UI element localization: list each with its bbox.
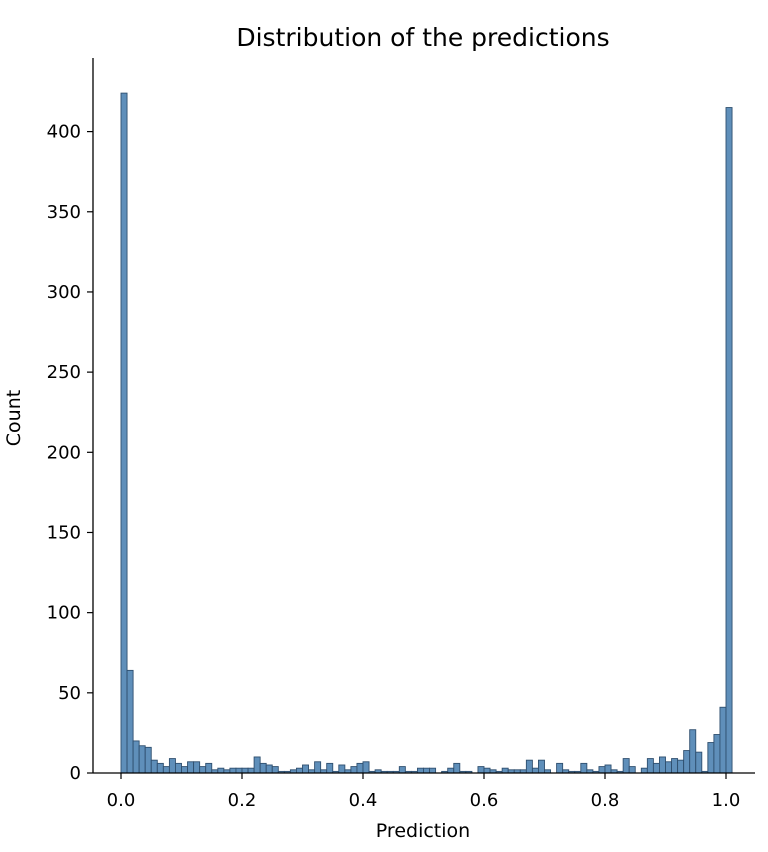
histogram-bar [532,768,538,773]
histogram-bar [478,767,484,773]
histogram-bar [254,757,260,773]
histogram-bar [484,768,490,773]
histogram-bar [605,765,611,773]
histogram-bar [653,763,659,773]
histogram-bar [557,763,563,773]
histogram-bar [296,768,302,773]
x-tick-label: 0.2 [228,790,257,811]
histogram-bar [399,767,405,773]
histogram-bar [230,768,236,773]
histogram-bar [708,743,714,773]
histogram-bar [194,762,200,773]
histogram-bar [127,670,133,773]
histogram-bar [133,741,139,773]
histogram-bar [188,762,194,773]
histogram-bar [357,763,363,773]
histogram-bar [236,768,242,773]
histogram-bar [182,767,188,773]
histogram-bar [417,768,423,773]
histogram-bar [351,767,357,773]
histogram-bar [339,765,345,773]
histogram-bar [599,767,605,773]
histogram-bar [303,765,309,773]
histogram-bar [163,767,169,773]
histogram-bar [430,768,436,773]
histogram-bar [157,763,163,773]
histogram-bar [526,760,532,773]
histogram-bar [720,707,726,773]
y-tick-label: 300 [47,282,81,303]
histogram-bar [538,760,544,773]
histogram-bar [315,762,321,773]
x-axis-ticks: 0.0 0.2 0.4 0.6 0.8 1.0 [107,773,741,811]
histogram-bar [363,762,369,773]
histogram-bar [121,93,127,773]
histogram-bar [623,759,629,773]
histogram-bar [242,768,248,773]
histogram-bar [145,747,151,773]
histogram-bar [684,751,690,773]
bars-group [121,93,732,773]
y-tick-label: 250 [47,362,81,383]
histogram-bar [206,763,212,773]
histogram-bar [175,763,181,773]
histogram-bar [502,768,508,773]
histogram-bar [690,730,696,773]
histogram-bar [659,757,665,773]
y-axis-label: Count [3,390,25,446]
histogram-bar [327,763,333,773]
y-tick-label: 400 [47,122,81,143]
histogram-bar [647,759,653,773]
histogram-bar [454,763,460,773]
y-tick-label: 0 [70,763,81,784]
x-axis-label: Prediction [376,820,470,842]
x-tick-label: 0.6 [470,790,499,811]
y-tick-label: 50 [58,683,81,704]
histogram-bar [139,746,145,773]
x-tick-label: 0.0 [107,790,136,811]
histogram-bar [678,760,684,773]
histogram-bar [266,765,272,773]
histogram-bar [726,108,732,773]
histogram-bar [218,768,224,773]
histogram-bar [696,752,702,773]
x-tick-label: 1.0 [712,790,741,811]
histogram-bar [641,768,647,773]
histogram-bar [666,762,672,773]
histogram-bar [714,735,720,773]
y-axis-ticks: 0 50 100 150 200 250 300 350 400 [47,122,93,784]
histogram-bar [629,767,635,773]
y-tick-label: 350 [47,202,81,223]
histogram-bar [248,768,254,773]
histogram-bar [272,767,278,773]
histogram-bar [169,759,175,773]
y-tick-label: 150 [47,522,81,543]
histogram-bar [448,768,454,773]
histogram-bar [581,763,587,773]
y-tick-label: 100 [47,603,81,624]
y-tick-label: 200 [47,442,81,463]
histogram-bar [424,768,430,773]
histogram-bar [200,767,206,773]
histogram-bar [260,763,266,773]
histogram-bar [151,760,157,773]
x-tick-label: 0.4 [349,790,378,811]
histogram-bar [672,759,678,773]
chart-title: Distribution of the predictions [236,23,609,52]
x-tick-label: 0.8 [591,790,620,811]
